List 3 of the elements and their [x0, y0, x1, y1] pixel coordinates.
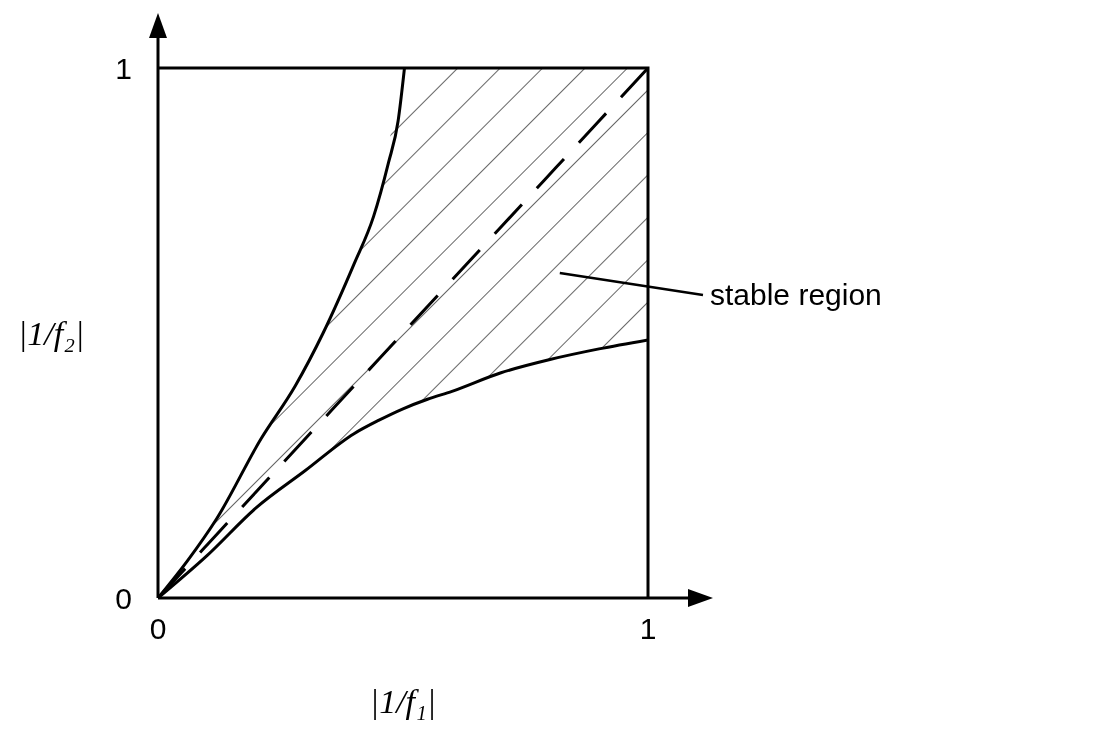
y-axis-title: |1/f₂| [18, 315, 85, 353]
x-axis-title: |1/f₁| [369, 683, 437, 720]
text: stable region [710, 278, 882, 311]
